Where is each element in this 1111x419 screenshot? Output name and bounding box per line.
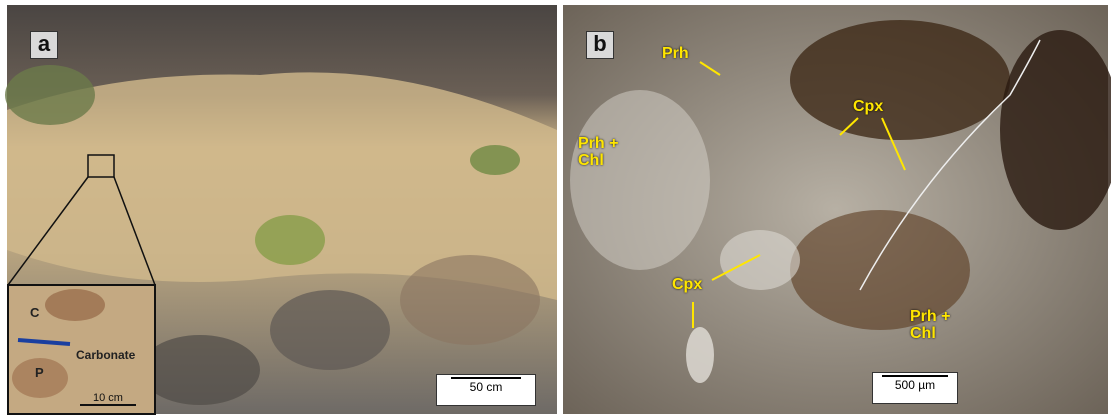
inset-scale-bar: 10 cm (80, 392, 136, 406)
inset-label: C (30, 305, 40, 320)
annotation: Cpx (672, 276, 703, 293)
scale-text: 50 cm (469, 380, 503, 394)
annotation: Prh (662, 45, 689, 62)
inset-label: Carbonate (76, 348, 136, 362)
panel-label: a (30, 31, 58, 59)
inset-label: P (35, 365, 44, 380)
scale-line (451, 377, 521, 379)
annotation: Prh + Chl (910, 308, 951, 342)
annotation: Cpx (853, 98, 884, 115)
scale-bar: 500 µm (872, 372, 958, 404)
scale-text: 500 µm (894, 378, 936, 392)
scale-bar: 50 cm (436, 374, 536, 406)
annotation: Prh + Chl (578, 135, 619, 169)
panel-label: b (586, 31, 614, 59)
scale-line (882, 375, 948, 377)
